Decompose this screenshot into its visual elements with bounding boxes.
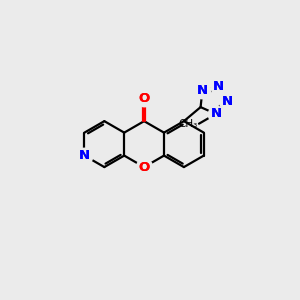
Text: N: N (79, 149, 90, 162)
Text: N: N (221, 95, 233, 108)
Text: N: N (79, 149, 90, 162)
Text: N: N (210, 107, 221, 120)
Text: N: N (213, 80, 224, 94)
Text: O: O (139, 92, 150, 105)
Text: N: N (197, 84, 208, 97)
Text: CH₃: CH₃ (178, 119, 197, 129)
Text: N: N (197, 84, 208, 97)
Text: N: N (213, 80, 224, 94)
Text: N: N (210, 107, 221, 120)
Text: O: O (139, 160, 150, 174)
Text: O: O (139, 160, 150, 174)
Text: N: N (221, 95, 233, 108)
Text: O: O (139, 92, 150, 105)
